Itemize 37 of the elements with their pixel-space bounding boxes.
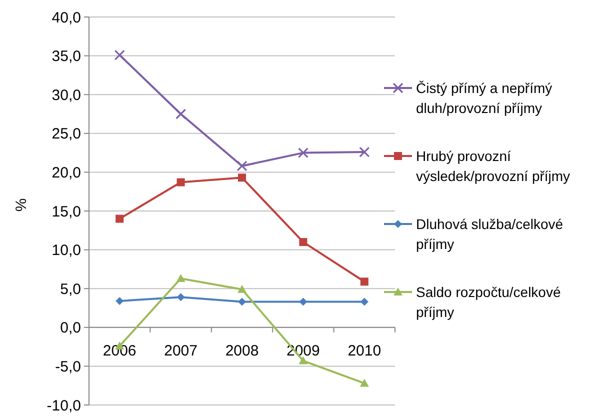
point bbox=[360, 298, 368, 306]
point bbox=[360, 378, 369, 387]
legend-label: Dluhová služba/celkové příjmy bbox=[416, 216, 564, 252]
legend-label: Saldo rozpočtu/celkové příjmy bbox=[416, 284, 561, 320]
point bbox=[116, 214, 124, 223]
point bbox=[236, 160, 248, 172]
point bbox=[176, 274, 186, 282]
point bbox=[114, 50, 125, 60]
y-tick-label: 15,0 bbox=[52, 203, 81, 220]
legend-label: Hrubý provozní výsledek/provozní příjmy bbox=[416, 148, 570, 184]
point bbox=[299, 238, 308, 246]
point bbox=[116, 297, 124, 306]
y-tick-label: 0,0 bbox=[60, 320, 81, 337]
legend-label: Čistý přímý a nepřímý dluh/provozní příjmy bbox=[416, 80, 552, 116]
x-tick-label: 2007 bbox=[164, 342, 198, 360]
y-tick-label: 40,0 bbox=[52, 9, 81, 26]
y-tick-label: 25,0 bbox=[52, 126, 81, 143]
point bbox=[238, 174, 246, 182]
y-tick-label: 20,0 bbox=[52, 164, 81, 182]
point bbox=[360, 278, 368, 286]
y-tick-label: 10,0 bbox=[52, 242, 81, 260]
point bbox=[176, 293, 185, 302]
point bbox=[298, 148, 308, 158]
x-tick-label: 2010 bbox=[348, 342, 382, 360]
point bbox=[299, 298, 308, 306]
point bbox=[238, 284, 246, 293]
point bbox=[238, 298, 246, 306]
y-tick-label: 30,0 bbox=[52, 86, 81, 104]
point bbox=[176, 178, 185, 186]
y-tick-label: 35,0 bbox=[52, 48, 81, 66]
y-tick-label: -10,0 bbox=[46, 397, 81, 414]
y-tick-label: 5,0 bbox=[60, 280, 81, 298]
y-tick-label: -5,0 bbox=[55, 358, 81, 376]
x-tick-label: 2008 bbox=[225, 342, 259, 360]
point bbox=[176, 108, 186, 120]
y-axis-title: % bbox=[13, 198, 30, 212]
point bbox=[359, 146, 370, 158]
